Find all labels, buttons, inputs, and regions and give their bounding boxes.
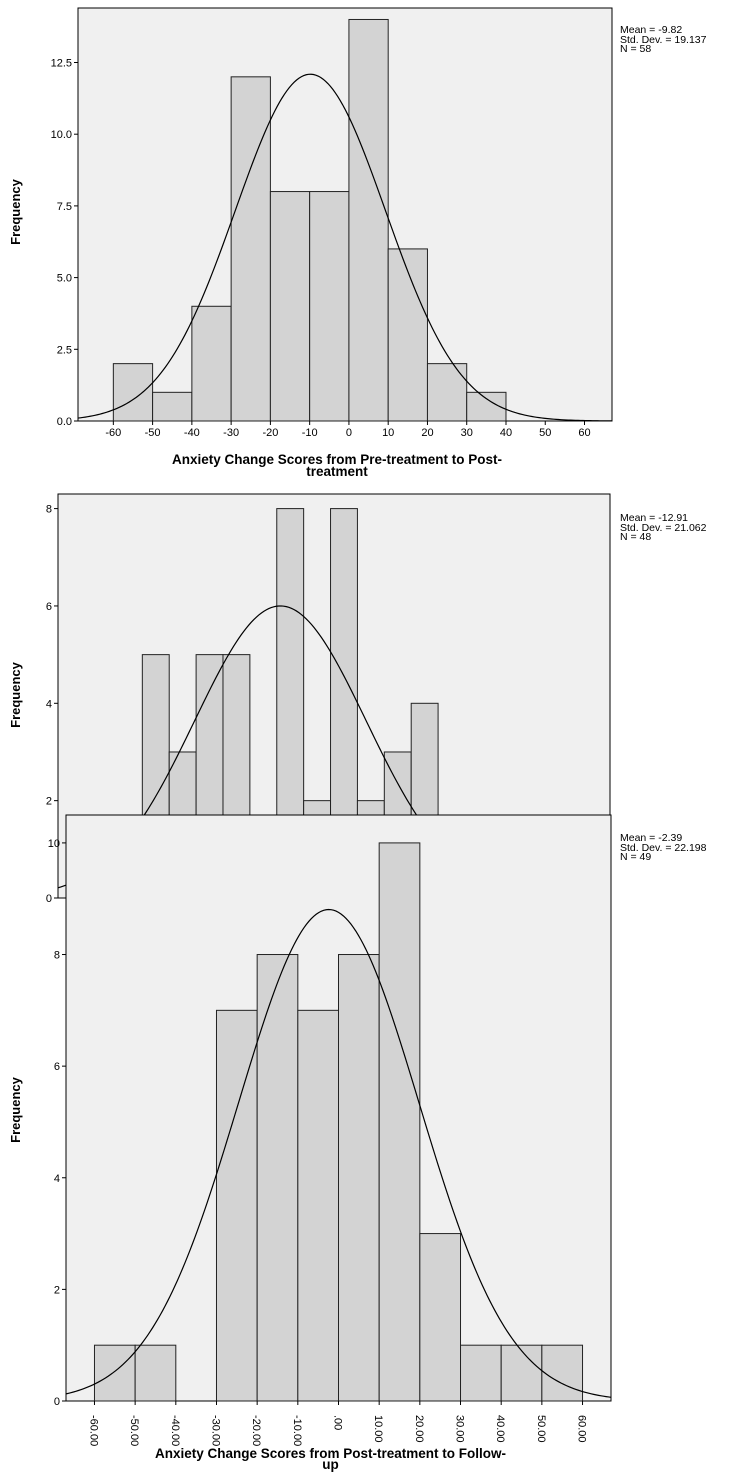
stat-n: N = 58 (620, 43, 652, 55)
y-tick-label: 0 (54, 1396, 60, 1408)
y-axis-title: Frequency (8, 1076, 23, 1143)
x-tick-label: -40 (184, 427, 200, 439)
y-tick-label: 2 (46, 796, 52, 808)
x-tick-label: 10.00 (372, 1415, 384, 1443)
y-tick-label: 5.0 (57, 273, 72, 285)
stat-std: Std. Dev. = 21.062 (620, 521, 707, 534)
y-tick-label: 0 (46, 893, 52, 905)
y-tick-label: 7.5 (57, 201, 72, 213)
x-tick-label: 40.00 (494, 1415, 506, 1443)
histogram-bar (541, 1344, 584, 1402)
histogram-bar (387, 248, 428, 422)
x-tick-label: 40 (500, 427, 512, 439)
y-axis-title: Frequency (8, 178, 23, 245)
y-tick-label: 4 (54, 1173, 60, 1185)
x-tick-label: 60.00 (576, 1415, 588, 1443)
y-tick-label: 10.0 (51, 129, 72, 141)
x-tick-label: 10 (382, 427, 394, 439)
histogram-bar (152, 391, 193, 422)
stat-mean: Mean = -2.39 (620, 832, 683, 844)
x-tick-label: -50.00 (128, 1415, 140, 1446)
y-tick-label: 8 (54, 950, 60, 962)
x-axis-title: up (322, 1457, 339, 1472)
histogram-bar (93, 1344, 136, 1402)
histogram-bar (134, 1344, 177, 1402)
histogram-bar (500, 1344, 543, 1402)
x-tick-label: -30 (223, 427, 239, 439)
x-tick-label: .00 (332, 1415, 344, 1430)
y-tick-label: 6 (54, 1061, 60, 1073)
stat-n: N = 49 (620, 851, 652, 863)
y-tick-label: 10 (48, 838, 60, 850)
histogram-bar (348, 18, 389, 422)
x-tick-label: 20.00 (413, 1415, 425, 1443)
x-tick-label: 30.00 (454, 1415, 466, 1443)
stat-mean: Mean = -9.82 (620, 24, 683, 36)
x-tick-label: -30.00 (209, 1415, 221, 1446)
histogram-bar (297, 1009, 340, 1402)
x-tick-label: -20 (262, 427, 278, 439)
y-tick-label: 6 (46, 601, 52, 613)
x-tick-label: 0 (346, 427, 352, 439)
histogram-bar (338, 954, 380, 1402)
histogram-bar (309, 191, 350, 422)
summary-statistics: Mean = -12.91 Std. Dev. = 21.062 N = 48 (620, 512, 707, 543)
x-tick-label: 50.00 (535, 1415, 547, 1443)
y-tick-label: 4 (46, 698, 52, 710)
histogram-bar (215, 1009, 258, 1402)
summary-statistics: Mean = -9.82 Std. Dev. = 19.137 N = 58 (620, 24, 707, 55)
normal-curve (65, 908, 612, 1398)
y-tick-label: 0.0 (57, 416, 72, 428)
x-tick-label: -10 (302, 427, 318, 439)
x-axis-title: Anxiety Change Scores from Pre-treatment… (172, 452, 502, 467)
stat-n: N = 48 (620, 531, 652, 543)
y-tick-label: 2.5 (57, 344, 72, 356)
summary-statistics: Mean = -2.39 Std. Dev. = 22.198 N = 49 (620, 832, 707, 863)
x-tick-label: -60.00 (87, 1415, 99, 1446)
histogram-bar (378, 842, 421, 1402)
y-tick-label: 8 (46, 504, 52, 516)
x-tick-label: -20.00 (250, 1415, 262, 1446)
histogram-bar (460, 1344, 502, 1402)
normal-curve (77, 73, 613, 422)
x-tick-label: 60 (578, 427, 590, 439)
x-tick-label: -40.00 (169, 1415, 181, 1446)
stat-mean: Mean = -12.91 (620, 512, 689, 524)
stat-std: Std. Dev. = 19.137 (620, 33, 707, 46)
y-tick-label: 12.5 (51, 57, 72, 69)
x-axis-title: Anxiety Change Scores from Post-treatmen… (155, 1446, 506, 1461)
x-tick-label: -50 (145, 427, 161, 439)
histogram-bar (419, 1233, 462, 1402)
x-axis-title: treatment (306, 464, 368, 479)
x-tick-label: 20 (421, 427, 433, 439)
histogram-bar (269, 191, 311, 422)
y-tick-label: 2 (54, 1284, 60, 1296)
x-tick-label: -10.00 (291, 1415, 303, 1446)
stat-std: Std. Dev. = 22.198 (620, 841, 707, 854)
histogram-bar (112, 363, 154, 422)
y-axis-title: Frequency (8, 661, 23, 728)
histogram-bar (256, 954, 299, 1402)
x-tick-label: -60 (105, 427, 121, 439)
x-tick-label: 30 (461, 427, 473, 439)
x-tick-label: 50 (539, 427, 551, 439)
